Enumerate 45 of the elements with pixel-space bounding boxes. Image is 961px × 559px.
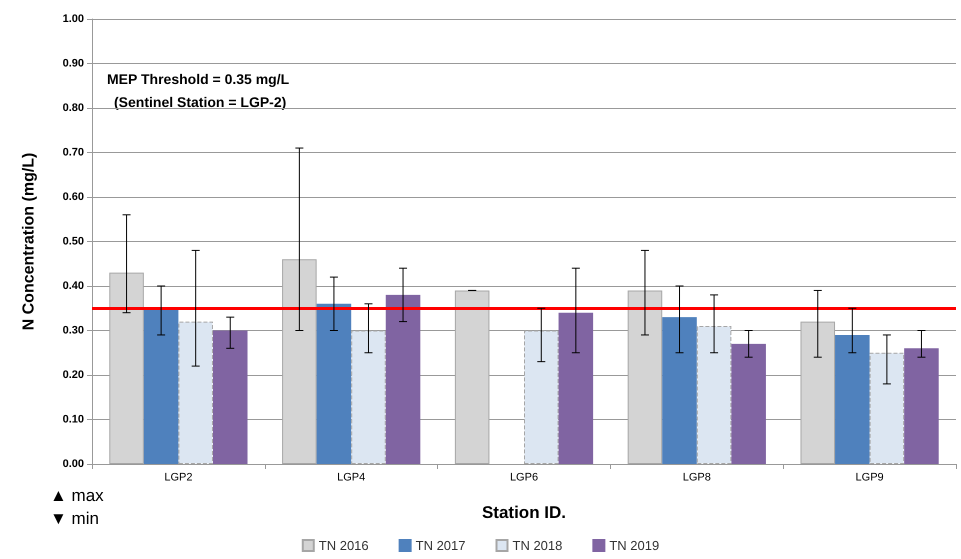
y-tick-label: 0.20 bbox=[62, 369, 84, 381]
bar bbox=[662, 317, 697, 464]
text: ▲ max bbox=[50, 486, 104, 505]
x-tick-label: LGP9 bbox=[856, 472, 884, 484]
y-tick-label: 0.30 bbox=[62, 324, 84, 336]
y-tick-label: 0.40 bbox=[62, 280, 84, 292]
x-axis-title: Station ID. bbox=[482, 503, 566, 522]
x-tick-label: LGP2 bbox=[164, 472, 192, 484]
x-tick-label: LGP6 bbox=[510, 472, 538, 484]
bar bbox=[386, 294, 420, 464]
legend-label: TN 2017 bbox=[416, 538, 466, 553]
bar bbox=[351, 330, 386, 464]
bar bbox=[628, 290, 662, 464]
y-tick-label: 0.70 bbox=[62, 146, 84, 158]
bar bbox=[524, 330, 559, 464]
y-tick-label: 0.90 bbox=[62, 58, 84, 70]
bar bbox=[212, 330, 248, 464]
bar bbox=[870, 352, 904, 464]
y-tick-label: 0.50 bbox=[62, 236, 84, 248]
bar bbox=[282, 259, 317, 464]
text: ▼ min bbox=[50, 509, 99, 528]
y-axis-title: N Concentration (mg/L) bbox=[20, 152, 38, 330]
y-tick-label: 0.60 bbox=[62, 191, 84, 203]
x-tick-label: LGP4 bbox=[337, 472, 366, 484]
legend-label: TN 2016 bbox=[318, 538, 369, 553]
bar bbox=[558, 312, 594, 464]
bar bbox=[316, 304, 352, 464]
bar bbox=[178, 322, 213, 464]
annotation: MEP Threshold = 0.35 mg/L bbox=[107, 71, 290, 87]
bar bbox=[454, 290, 490, 464]
bar bbox=[904, 348, 939, 464]
bar bbox=[731, 344, 766, 464]
bar bbox=[144, 308, 178, 464]
x-tick-label: LGP8 bbox=[682, 472, 711, 484]
bar bbox=[800, 322, 836, 464]
y-tick-label: 1.00 bbox=[62, 13, 84, 25]
bar bbox=[696, 326, 732, 464]
annotation: (Sentinel Station = LGP-2) bbox=[114, 94, 286, 110]
legend-label: TN 2018 bbox=[512, 538, 562, 553]
legend-label: TN 2019 bbox=[609, 538, 660, 553]
y-tick-label: 0.00 bbox=[62, 458, 84, 470]
bar bbox=[835, 334, 870, 464]
y-tick-label: 0.80 bbox=[62, 102, 84, 114]
bar bbox=[109, 272, 144, 464]
y-tick-label: 0.10 bbox=[62, 414, 84, 426]
